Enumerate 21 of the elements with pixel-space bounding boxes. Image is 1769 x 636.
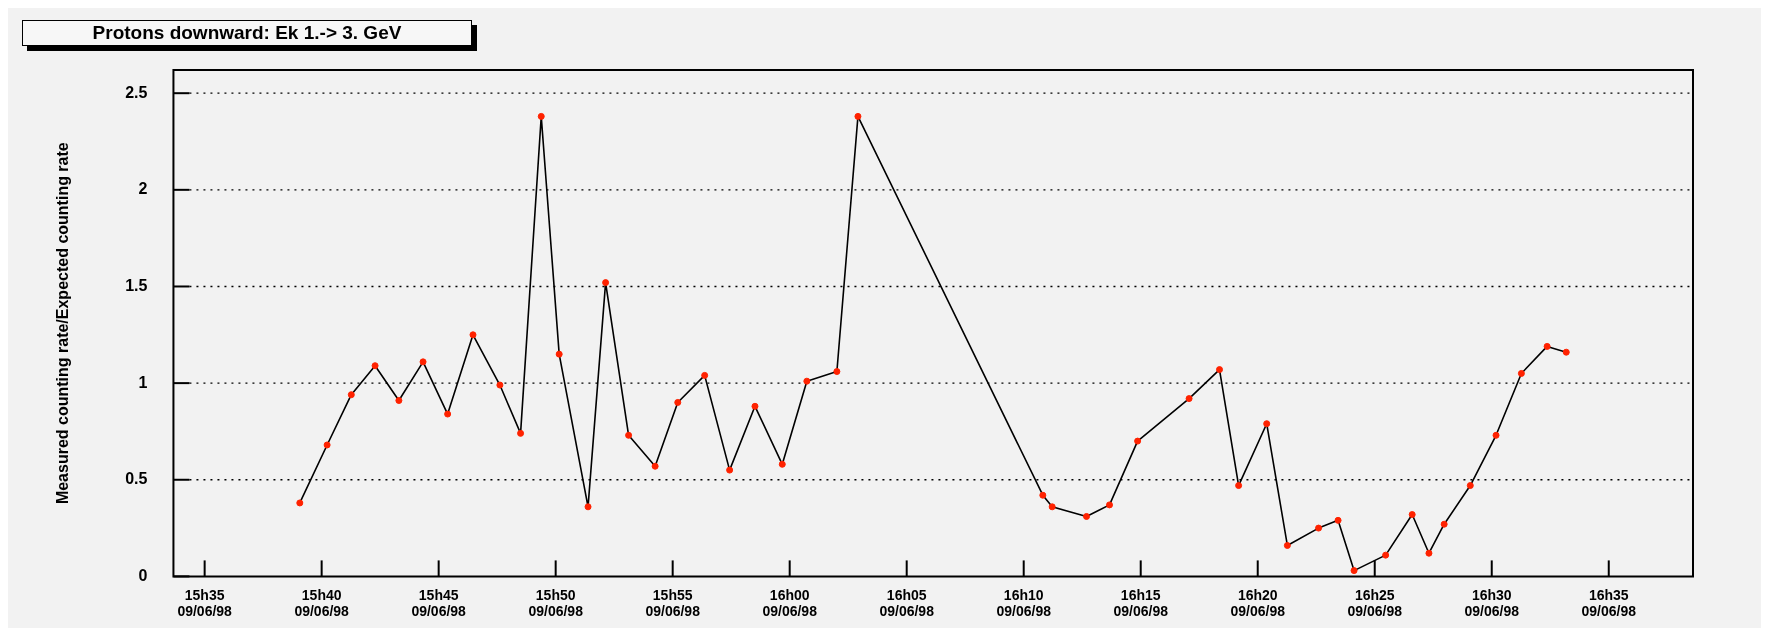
x-tick-label: 15h35 09/06/98 <box>177 586 233 620</box>
x-tick-label: 15h55 09/06/98 <box>645 586 701 620</box>
x-tick-label: 16h05 09/06/98 <box>879 586 935 620</box>
x-tick-label: 16h00 09/06/98 <box>762 586 818 620</box>
y-tick-label: 0.5 <box>125 470 148 488</box>
x-tick-label: 16h10 09/06/98 <box>996 586 1052 620</box>
x-tick-label: 16h25 09/06/98 <box>1347 586 1403 620</box>
x-tick-label: 16h30 09/06/98 <box>1464 586 1520 620</box>
x-tick-label: 16h15 09/06/98 <box>1113 586 1169 620</box>
x-tick-label: 15h45 09/06/98 <box>411 586 467 620</box>
y-tick-label: 1 <box>138 373 148 391</box>
x-tick-label: 15h40 09/06/98 <box>294 586 350 620</box>
y-tick-label: 1.5 <box>125 276 148 294</box>
x-tick-label: 16h20 09/06/98 <box>1230 586 1286 620</box>
y-tick-label: 2.5 <box>125 83 148 101</box>
x-tick-label: 16h35 09/06/98 <box>1581 586 1637 620</box>
x-tick-label: 15h50 09/06/98 <box>528 586 584 620</box>
y-axis-title: Measured counting rate/Expected counting rate <box>54 142 72 505</box>
chart-title: Protons downward: Ek 1.-> 3. GeV <box>22 20 472 46</box>
y-tick-label: 0 <box>138 566 148 584</box>
y-tick-label: 2 <box>138 180 148 198</box>
